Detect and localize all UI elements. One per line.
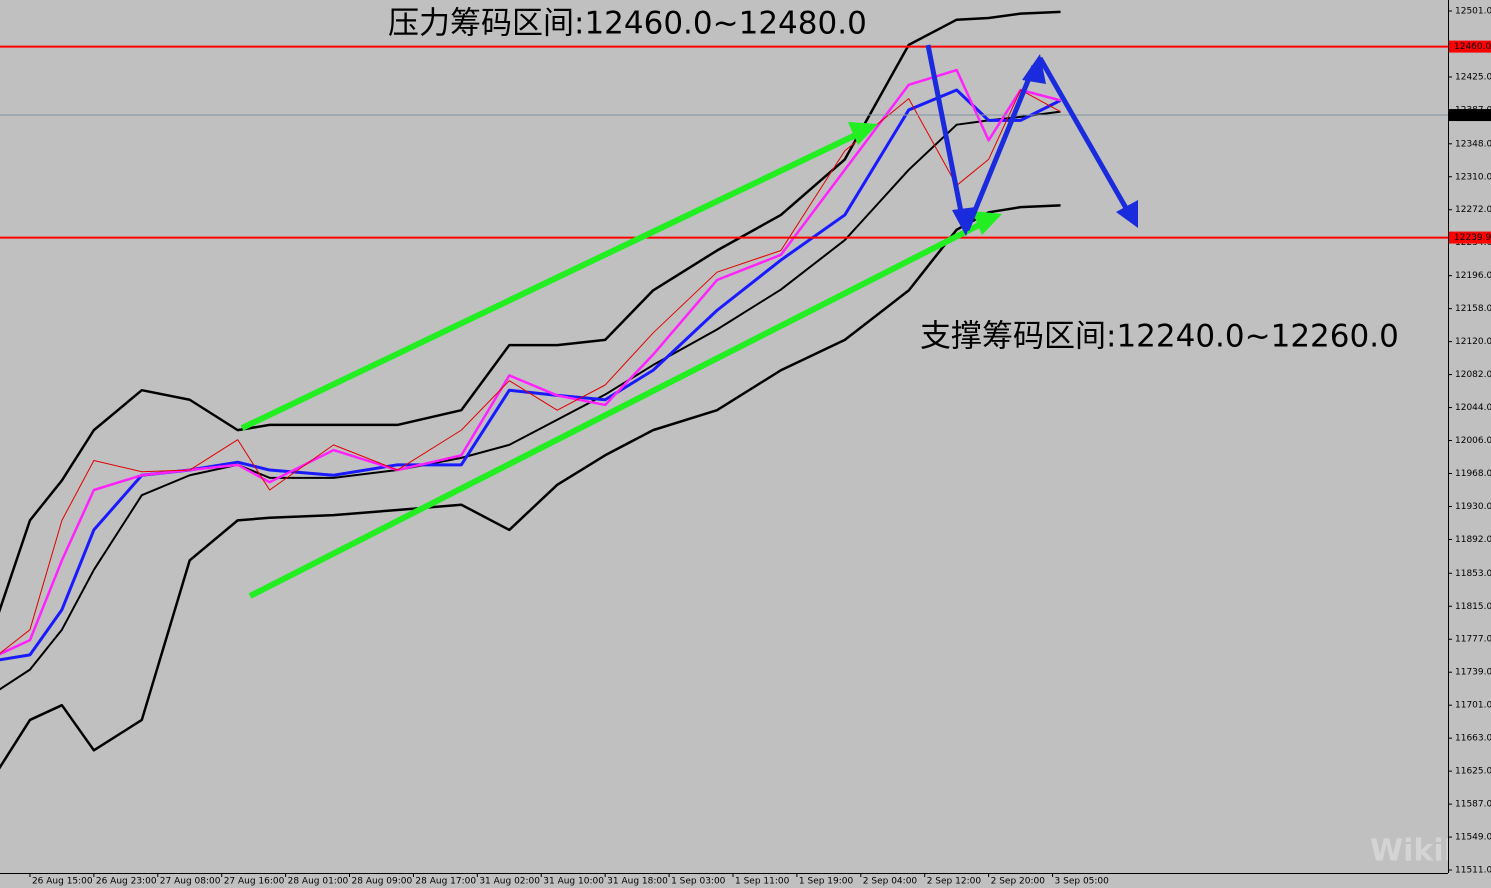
price-level-badge (1449, 231, 1491, 244)
x-tick-label: 2 Sep 20:00 (991, 877, 1046, 887)
x-tick-label: 1 Sep 03:00 (671, 877, 726, 887)
series-line (0, 89, 1061, 654)
price-level-label: 12460.0 (1454, 42, 1491, 52)
arrow-head (848, 122, 878, 145)
y-tick-label: 11511.0 (1455, 866, 1491, 876)
y-tick-label: 12082.0 (1455, 370, 1491, 380)
price-level-label: 12239.9 (1454, 233, 1491, 243)
blue-path-arrow (1037, 56, 1133, 217)
y-tick-label: 12006.0 (1455, 436, 1491, 446)
x-tick-label: 2 Sep 12:00 (927, 877, 982, 887)
x-tick-label: 27 Aug 16:00 (224, 877, 285, 887)
x-tick-label: 3 Sep 05:00 (1055, 877, 1110, 887)
x-tick-label: 26 Aug 23:00 (96, 877, 157, 887)
y-tick-label: 11663.0 (1455, 734, 1491, 744)
series-line (0, 204, 1061, 770)
arrow-head (972, 211, 1002, 235)
y-tick-label: 12158.0 (1455, 304, 1491, 314)
y-tick-label: 11587.0 (1455, 800, 1491, 810)
blue-path-arrow (964, 65, 1037, 231)
x-tick-label: 26 Aug 15:00 (32, 877, 93, 887)
x-tick-label: 31 Aug 18:00 (607, 877, 668, 887)
price-level-label: 12381.1 (1454, 111, 1491, 121)
axes: 12501.012425.012387.012348.012310.012272… (29, 7, 1491, 887)
x-tick-label: 2 Sep 04:00 (863, 877, 918, 887)
arrow-head (1116, 200, 1138, 228)
arrow-head (952, 207, 976, 236)
y-tick-label: 12120.0 (1455, 337, 1491, 347)
y-tick-label: 11739.0 (1455, 668, 1491, 678)
y-tick-label: 11968.0 (1455, 469, 1491, 479)
y-tick-label: 11853.0 (1455, 569, 1491, 579)
y-tick-label: 11930.0 (1455, 502, 1491, 512)
y-tick-label: 11549.0 (1455, 833, 1491, 843)
x-tick-label: 27 Aug 08:00 (160, 877, 221, 887)
series-line (0, 10, 1061, 613)
x-tick-label: 31 Aug 02:00 (479, 877, 540, 887)
x-tick-label: 31 Aug 10:00 (543, 877, 604, 887)
green-trend-arrow (248, 219, 987, 599)
y-tick-label: 12272.0 (1455, 205, 1491, 215)
series-line (0, 68, 1061, 656)
green-trend-arrow (240, 129, 864, 431)
x-tick-label: 1 Sep 11:00 (735, 877, 790, 887)
y-tick-label: 11892.0 (1455, 535, 1491, 545)
x-tick-label: 28 Aug 09:00 (352, 877, 413, 887)
plot-area (0, 10, 1448, 770)
x-tick-label: 28 Aug 17:00 (415, 877, 476, 887)
y-tick-label: 12044.0 (1455, 403, 1491, 413)
annotation-resistance: 压力筹码区间:12460.0~12480.0 (388, 6, 867, 42)
drawn-arrows (240, 44, 1138, 599)
y-tick-label: 12501.0 (1455, 7, 1491, 17)
y-tick-label: 11777.0 (1455, 635, 1491, 645)
y-tick-label: 12348.0 (1455, 139, 1491, 149)
annotation-support: 支撑筹码区间:12240.0~12260.0 (920, 319, 1399, 355)
x-tick-label: 1 Sep 19:00 (799, 877, 854, 887)
blue-path-arrow (925, 44, 966, 223)
price-level-badge (1449, 109, 1491, 122)
y-tick-label: 12310.0 (1455, 172, 1491, 182)
y-tick-label: 12196.0 (1455, 271, 1491, 281)
y-tick-label: 11701.0 (1455, 701, 1491, 711)
series-line (0, 110, 1061, 691)
price-level-badge (1449, 40, 1491, 53)
price-axis (1448, 0, 1491, 873)
y-tick-label: 11815.0 (1455, 602, 1491, 612)
x-tick-label: 28 Aug 01:00 (288, 877, 349, 887)
y-tick-label: 12425.0 (1455, 72, 1491, 82)
series-line (0, 88, 1062, 662)
y-tick-label: 11625.0 (1455, 767, 1491, 777)
